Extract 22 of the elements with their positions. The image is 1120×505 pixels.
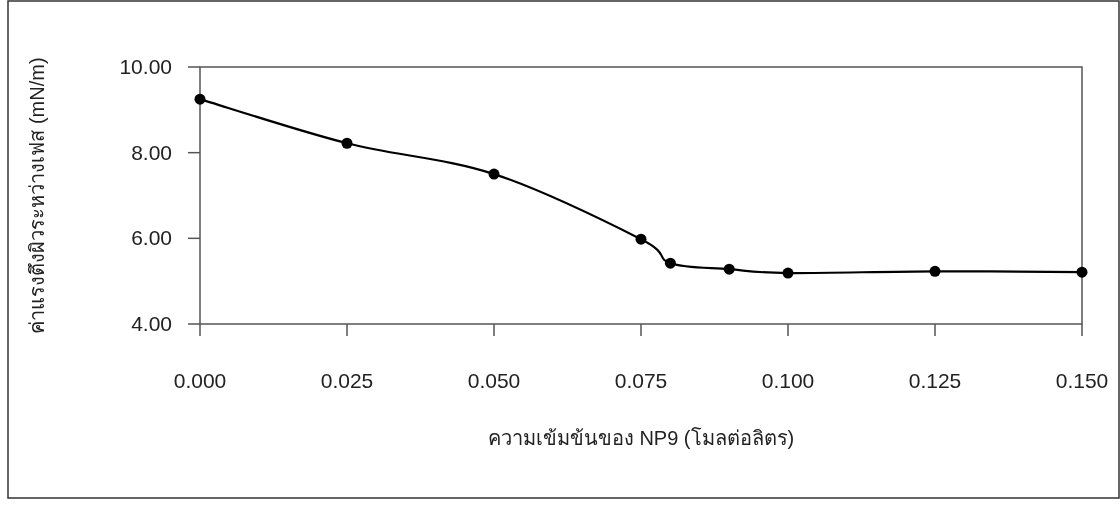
x-tick-label: 0.025 bbox=[320, 369, 374, 392]
point bbox=[1076, 266, 1088, 278]
x-tick-label: 0.000 bbox=[173, 369, 227, 392]
point bbox=[194, 93, 206, 105]
x-axis-title: ความเข้มข้นของ NP9 (โมลต่อลิตร) bbox=[487, 427, 795, 449]
y-tick-label: 10.00 bbox=[119, 55, 172, 78]
point bbox=[782, 267, 794, 279]
point bbox=[341, 137, 353, 149]
y-tick-label: 8.00 bbox=[131, 140, 172, 164]
x-tick-label: 0.150 bbox=[1055, 369, 1109, 392]
x-tick-label: 0.050 bbox=[467, 369, 521, 392]
x-tick-label: 0.125 bbox=[908, 369, 962, 392]
y-axis-title: ค่าแรงตึงผิวระหว่างเฟส (mN/m) bbox=[26, 57, 48, 334]
point bbox=[635, 233, 647, 245]
point bbox=[723, 263, 735, 275]
x-tick-label: 0.075 bbox=[614, 369, 668, 392]
x-tick-label: 0.100 bbox=[761, 369, 815, 392]
point bbox=[488, 168, 500, 180]
point bbox=[664, 257, 676, 269]
y-tick-label: 4.00 bbox=[131, 312, 172, 335]
point bbox=[929, 265, 941, 277]
y-tick-label: 6.00 bbox=[131, 226, 172, 250]
